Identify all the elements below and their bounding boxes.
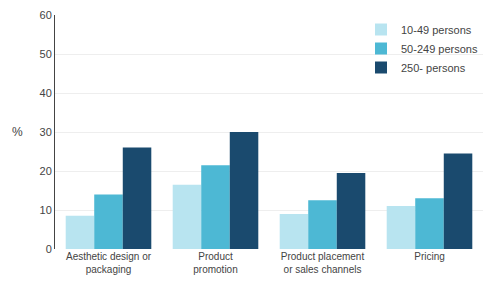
svg-text:20: 20 [40,165,52,177]
svg-text:0: 0 [46,243,52,255]
svg-text:10: 10 [40,204,52,216]
svg-text:10-49 persons: 10-49 persons [401,24,472,36]
svg-text:Product placementor sales chan: Product placementor sales channels [281,251,365,275]
svg-text:Aesthetic design orpackaging: Aesthetic design orpackaging [66,251,152,275]
svg-text:50-249 persons: 50-249 persons [401,43,478,55]
svg-text:250- persons: 250- persons [401,62,466,74]
svg-text:%: % [12,125,23,139]
svg-text:30: 30 [40,126,52,138]
svg-text:Productpromotion: Productpromotion [193,251,237,275]
svg-text:60: 60 [40,9,52,21]
svg-text:40: 40 [40,87,52,99]
svg-text:50: 50 [40,48,52,60]
svg-text:Pricing: Pricing [414,251,445,262]
